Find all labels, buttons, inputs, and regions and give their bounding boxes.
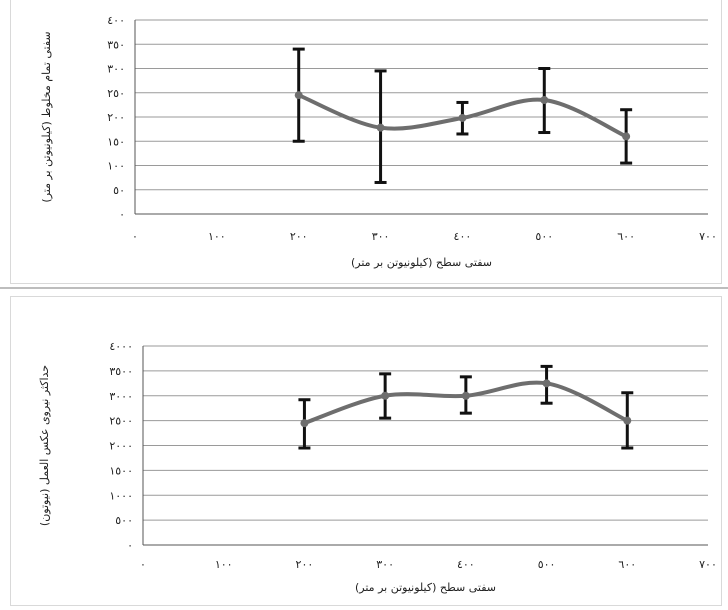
y-tick-label: ٣٥٠٠ — [109, 365, 133, 378]
bottom-chart-frame — [10, 296, 722, 606]
y-tick-label: ١٠٠ — [107, 160, 125, 173]
data-point — [461, 391, 470, 400]
x-tick-label: ٥٠٠ — [535, 230, 553, 243]
x-tick-label: ٦٠٠ — [617, 230, 635, 243]
y-tick-label: ٤٠٠٠ — [109, 340, 133, 353]
x-tick-label: ٧٠٠ — [699, 230, 717, 243]
x-tick-label: ١٠٠ — [208, 230, 226, 243]
x-tick-label: ٢٠٠ — [290, 230, 308, 243]
y-tick-label: ٥٠٠ — [115, 514, 133, 527]
data-point — [458, 113, 467, 122]
panel-separator — [0, 287, 728, 289]
y-tick-label: ٢٠٠ — [107, 111, 125, 124]
data-point — [622, 132, 631, 141]
y-tick-label: ١٥٠ — [107, 135, 125, 148]
x-tick-label: ٠ — [132, 230, 138, 243]
data-point — [300, 419, 309, 428]
bottom-chart-panel: ٠ ٥٠٠ ١٠٠٠ ١٥٠٠ ٢٠٠٠ ٢٥٠٠ ٣٠٠٠ ٣٥٠٠ ٤٠٠٠ ٠ ١٠٠ ٢٠٠ ٣… — [0, 292, 728, 610]
y-tick-label: ١٠٠٠ — [109, 489, 133, 502]
data-point — [623, 416, 632, 425]
y-tick-label: ٢٠٠٠ — [109, 440, 133, 453]
x-tick-label: ٤٠٠ — [457, 558, 475, 571]
x-tick-label: ٤٠٠ — [454, 230, 472, 243]
y-tick-label: ٥٠ — [113, 184, 125, 197]
data-point — [540, 96, 549, 105]
y-tick-label: ٠ — [127, 539, 133, 552]
x-tick-label: ٧٠٠ — [699, 558, 717, 571]
x-tick-label: ٦٠٠ — [618, 558, 636, 571]
x-tick-label: ٣٠٠ — [372, 230, 390, 243]
y-tick-label: ٢٥٠ — [107, 87, 125, 100]
x-tick-label: ١٠٠ — [215, 558, 233, 571]
y-axis-title: حداکثر نیروی عکس العمل (نیوتون) — [38, 365, 51, 526]
y-tick-label: ٣٠٠٠ — [109, 390, 133, 403]
y-tick-label: ٣٠٠ — [107, 63, 125, 76]
data-point — [376, 123, 385, 132]
bottom-chart-svg: ٠ ٥٠٠ ١٠٠٠ ١٥٠٠ ٢٠٠٠ ٢٥٠٠ ٣٠٠٠ ٣٥٠٠ ٤٠٠٠ ٠ ١٠٠ ٢٠٠ ٣… — [38, 340, 717, 594]
data-point — [294, 91, 303, 100]
x-tick-label: ٣٠٠ — [376, 558, 394, 571]
top-chart-frame — [10, 0, 722, 284]
top-chart-svg: ٠ ٥٠ ١٠٠ ١٥٠ ٢٠٠ ٢٥٠ ٣٠٠ ٣٥٠ ٤٠٠ ٠ ١٠٠ ٢٠٠ ٣٠٠ ٤٠٠ ٥٠٠… — [40, 14, 717, 269]
data-point — [381, 391, 390, 400]
x-tick-label: ٢٠٠ — [296, 558, 314, 571]
y-tick-label: ١٥٠٠ — [109, 464, 133, 477]
top-chart-panel: ٠ ٥٠ ١٠٠ ١٥٠ ٢٠٠ ٢٥٠ ٣٠٠ ٣٥٠ ٤٠٠ ٠ ١٠٠ ٢٠٠ ٣٠٠ ٤٠٠ ٥٠٠… — [0, 0, 728, 285]
y-axis-title: سفتی تمام مخلوط (کیلونیوتن بر متر) — [40, 31, 53, 202]
x-tick-label: ٠ — [140, 558, 146, 571]
x-axis-title: سفتی سطح (کیلونیوتن بر متر) — [351, 256, 492, 269]
y-tick-label: ٢٥٠٠ — [109, 415, 133, 428]
y-tick-label: ٠ — [119, 208, 125, 221]
data-point — [542, 379, 551, 388]
y-tick-label: ٤٠٠ — [107, 14, 125, 27]
x-axis-title: سفتی سطح (کیلونیوتن بر متر) — [355, 581, 496, 594]
y-tick-label: ٣٥٠ — [107, 38, 125, 51]
x-tick-label: ٥٠٠ — [538, 558, 556, 571]
